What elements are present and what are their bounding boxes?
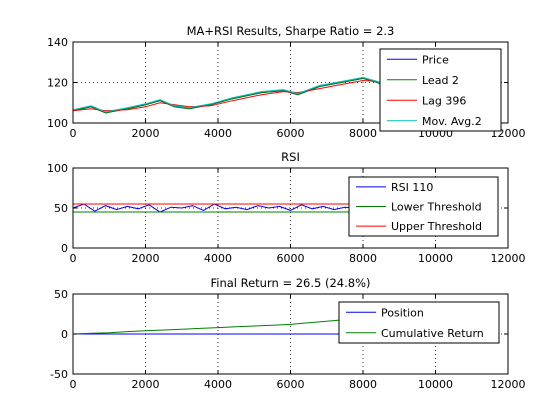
x-tick-label: 4000 xyxy=(204,252,232,265)
x-tick-label: 2000 xyxy=(132,252,160,265)
legend: Position Cumulative Return xyxy=(338,301,500,344)
y-tick-label: -50 xyxy=(50,368,68,381)
y-tick-label: 50 xyxy=(54,202,68,215)
y-tick-label: 0 xyxy=(61,242,68,255)
x-tick-label: 0 xyxy=(70,378,77,391)
series-line-3 xyxy=(73,79,385,112)
x-tick-label: 8000 xyxy=(349,127,377,140)
chart-title: Final Return = 26.5 (24.8%) xyxy=(210,276,370,290)
y-tick-label: 100 xyxy=(47,117,68,130)
x-tick-label: 0 xyxy=(70,127,77,140)
legend-label: RSI 110 xyxy=(391,181,433,194)
y-tick-label: 140 xyxy=(47,36,68,49)
chart-title: RSI xyxy=(281,150,300,164)
y-tick-label: 100 xyxy=(47,162,68,175)
series-group xyxy=(73,318,356,335)
legend: Price Lead 2 Lag 396 Mov. Avg.2 xyxy=(379,48,502,132)
legend-label: Price xyxy=(422,53,449,66)
legend-label: Cumulative Return xyxy=(381,327,484,340)
series-line-2 xyxy=(73,318,356,335)
x-tick-label: 10000 xyxy=(418,252,453,265)
x-tick-label: 4000 xyxy=(204,378,232,391)
x-tick-label: 2000 xyxy=(132,378,160,391)
legend-label: Lag 396 xyxy=(422,94,466,107)
x-tick-label: 12000 xyxy=(491,252,526,265)
series-group xyxy=(73,203,356,213)
x-tick-label: 8000 xyxy=(349,378,377,391)
chart-panel-1: 0 2000 4000 6000 8000 10000 12000100120140MA+R… xyxy=(47,24,526,140)
x-tick-label: 6000 xyxy=(277,252,305,265)
series-line-4 xyxy=(73,76,386,113)
legend-label: Lower Threshold xyxy=(391,201,482,214)
x-tick-label: 10000 xyxy=(418,378,453,391)
legend-box xyxy=(338,301,500,344)
legend-label: Lead 2 xyxy=(422,74,459,87)
chart-title: MA+RSI Results, Sharpe Ratio = 2.3 xyxy=(187,24,395,38)
y-tick-label: 50 xyxy=(54,288,68,301)
legend-label: Mov. Avg.2 xyxy=(422,115,482,128)
x-tick-label: 6000 xyxy=(277,127,305,140)
x-tick-label: 8000 xyxy=(349,252,377,265)
x-tick-label: 4000 xyxy=(204,127,232,140)
x-tick-label: 2000 xyxy=(132,127,160,140)
y-tick-label: 120 xyxy=(47,77,68,90)
x-tick-label: 6000 xyxy=(277,378,305,391)
legend-label: Position xyxy=(381,306,424,319)
legend-label: Upper Threshold xyxy=(391,220,482,233)
chart-panel-2: 0 2000 4000 6000 8000 10000 12000 0 50 100 RSI RSI … xyxy=(47,150,526,265)
x-tick-label: 0 xyxy=(70,252,77,265)
series-group xyxy=(73,76,386,114)
y-tick-label: 0 xyxy=(61,328,68,341)
legend: RSI 110 Lower Threshold Upper Threshold xyxy=(348,176,499,237)
legend-box xyxy=(379,48,502,132)
x-tick-label: 12000 xyxy=(491,378,526,391)
